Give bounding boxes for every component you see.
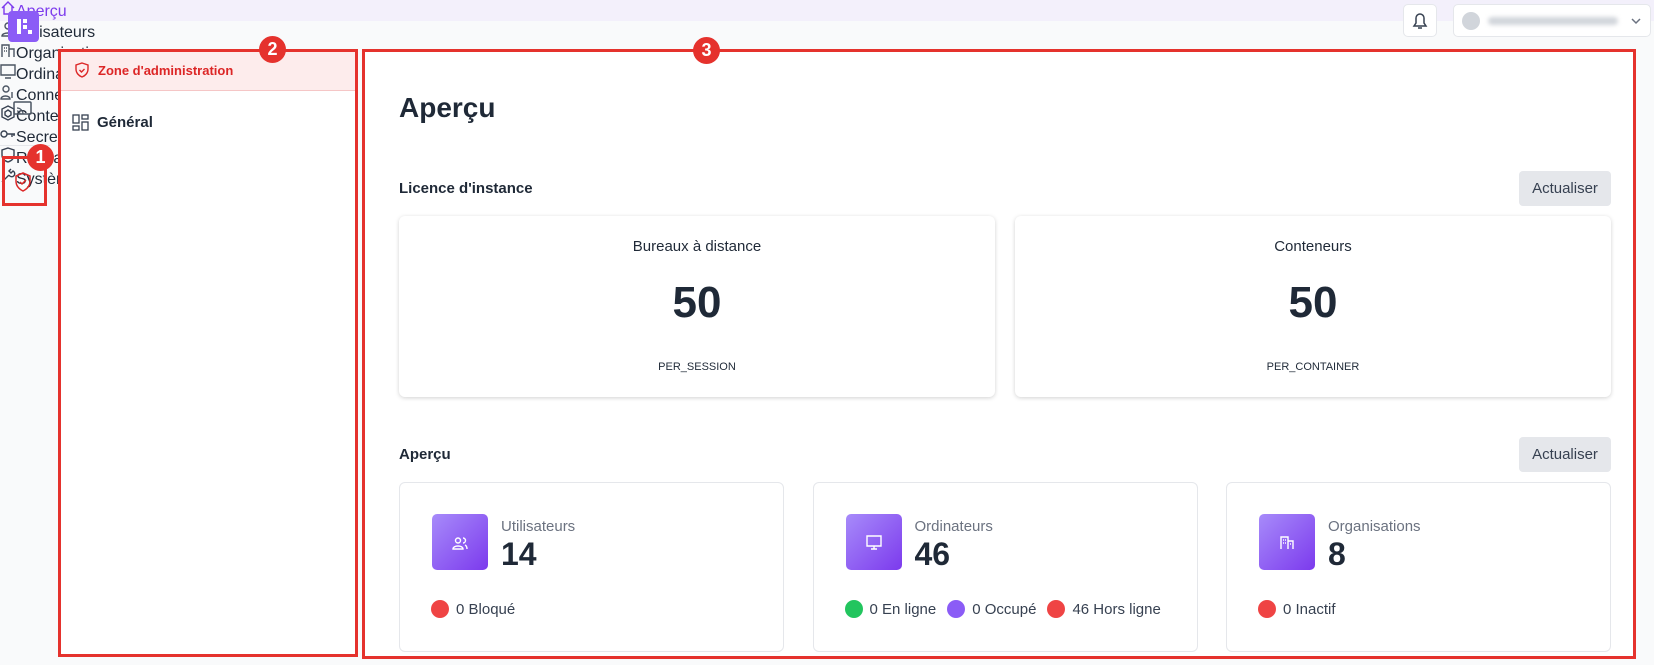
stat-card: Ordinateurs 46 0 En ligne 0 Occupé 46 Hors l… (812, 482, 1198, 652)
card-label: Bureaux à distance (632, 238, 762, 255)
card-mode: PER_CONTAINER (1266, 361, 1360, 373)
section-title: Général (97, 113, 153, 131)
rail-divider (0, 145, 50, 146)
stat-card: Utilisateurs 14 0 Bloqué (399, 482, 784, 652)
stat-label: Ordinateurs (914, 518, 993, 535)
nav-icon (865, 535, 882, 550)
status-row: 0 Bloqué (431, 600, 515, 618)
logo-mark (17, 19, 32, 34)
cast-icon[interactable] (13, 100, 33, 118)
stat-value: 14 (501, 536, 537, 572)
blurred-email (1488, 17, 1618, 25)
page-title: Aperçu (399, 92, 496, 123)
nav-icon (1, 147, 15, 163)
section-general[interactable]: Général (72, 107, 342, 137)
user-menu[interactable] (1453, 4, 1651, 37)
card-value: 50 (1288, 278, 1338, 327)
nav-icon (452, 537, 468, 550)
stat-value: 46 (914, 536, 951, 572)
group-label: Secrets (16, 129, 71, 146)
status-dot (844, 600, 863, 618)
chevron-down (1631, 18, 1641, 25)
stat-card: Organisations 8 0 Inactif (1226, 482, 1611, 652)
license-card: Conteneurs 50 PER_CONTAINER (1015, 216, 1611, 397)
status-text: 46 Hors ligne (1072, 600, 1161, 618)
shield-icon (75, 62, 89, 78)
card-mode: PER_SESSION (658, 361, 736, 373)
card-label: Conteneurs (1274, 238, 1352, 255)
status-text: 0 Inactif (1283, 600, 1336, 618)
status-text: 0 En ligne (869, 600, 937, 618)
stat-label: Organisations (1328, 518, 1421, 535)
bell-icon (1412, 13, 1428, 29)
card-value: 50 (672, 278, 722, 327)
annotation-badge: 1 (27, 144, 54, 171)
status-row: 0 En ligne 0 Occupé 46 Hors ligne (844, 600, 1161, 618)
status-row: 0 Inactif (1258, 600, 1336, 618)
nav-icon (1280, 536, 1294, 549)
nav-icon (1, 44, 15, 57)
nav-icon (0, 130, 15, 138)
status-dot (947, 600, 966, 618)
license-card: Bureaux à distance 50 PER_SESSION (399, 216, 995, 397)
grid-icon (72, 113, 89, 131)
logo[interactable] (8, 11, 39, 42)
stat-icon (1259, 514, 1315, 570)
stat-icon (845, 514, 902, 570)
nav-icon (0, 85, 13, 100)
status-dot (431, 600, 449, 618)
annotation-badge: 2 (259, 36, 286, 63)
status-dot (1258, 600, 1276, 618)
admin-zone-title: Zone d'administration (98, 62, 234, 78)
avatar (1462, 12, 1480, 30)
refresh-button[interactable]: Actualiser (1519, 437, 1611, 472)
sidebar (59, 50, 357, 656)
admin-zone-header: Zone d'administration (60, 50, 356, 91)
stat-value: 8 (1328, 536, 1346, 572)
status-dot (1047, 600, 1066, 618)
stat-label: Utilisateurs (501, 518, 576, 535)
annotation-badge: 3 (693, 37, 720, 64)
nav-icon (0, 64, 16, 79)
section-title: Aperçu (399, 446, 451, 463)
section-title: Licence d'instance (399, 180, 533, 197)
status-text: 0 Bloqué (456, 600, 516, 618)
status-text: 0 Occupé (972, 600, 1037, 618)
refresh-button[interactable]: Actualiser (1519, 171, 1611, 206)
stat-icon (432, 514, 488, 570)
notifications-button[interactable] (1403, 4, 1437, 37)
shield-icon[interactable] (14, 172, 32, 192)
